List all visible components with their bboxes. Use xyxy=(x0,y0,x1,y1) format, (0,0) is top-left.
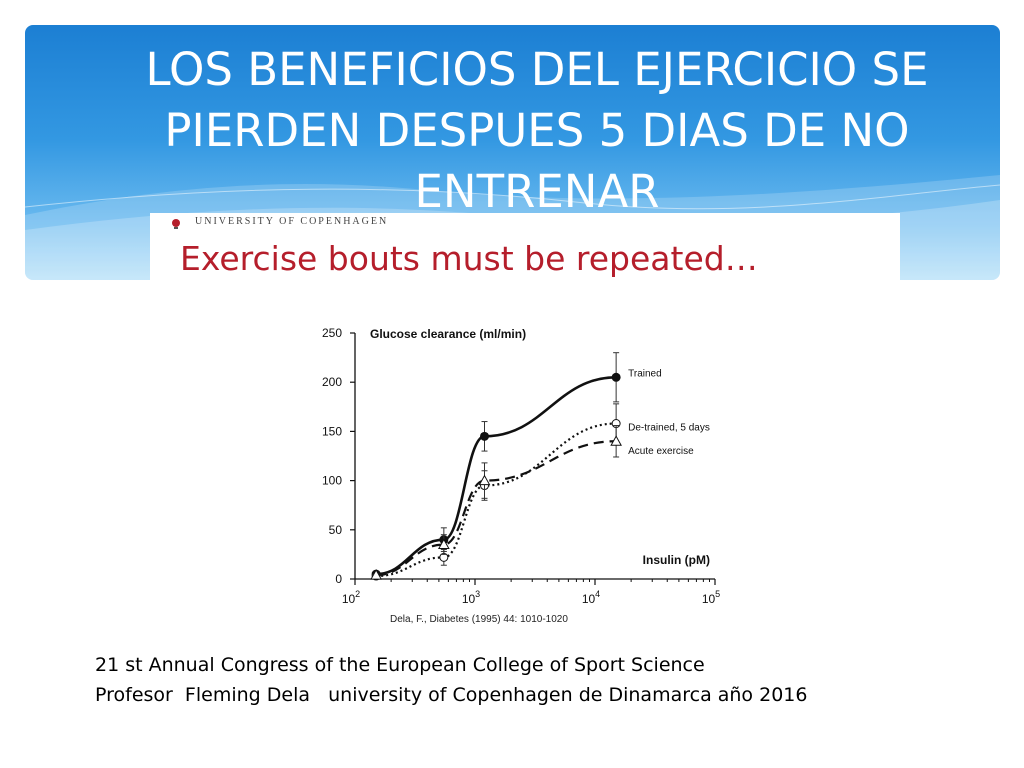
data-point xyxy=(480,431,490,441)
series-label: Trained xyxy=(628,368,662,379)
data-point xyxy=(370,569,382,580)
figure-panel: UNIVERSITY OF COPENHAGEN Exercise bouts … xyxy=(150,213,900,640)
x-tick-label: 104 xyxy=(582,589,600,606)
y-tick-label: 50 xyxy=(329,523,343,537)
series-line xyxy=(376,440,617,577)
slide-title: LOS BENEFICIOS DEL EJERCICIO SE PIERDEN … xyxy=(145,43,929,218)
data-point xyxy=(610,435,622,446)
y-tick-label: 100 xyxy=(322,474,342,488)
university-seal-icon xyxy=(172,219,180,229)
series-line xyxy=(376,375,617,576)
figure-heading: Exercise bouts must be repeated… xyxy=(180,239,758,278)
chart: 0 50 100 150 200 250 102 103 104 105 Glucose clear… xyxy=(322,326,720,625)
y-tick-label: 150 xyxy=(322,424,342,438)
series-label: Acute exercise xyxy=(628,446,694,457)
credit-line-professor: Profesor Fleming Dela university of Cope… xyxy=(95,684,808,706)
y-tick-label: 0 xyxy=(335,572,342,586)
y-tick-label: 250 xyxy=(322,326,342,340)
credit-line-congress: 21 st Annual Congress of the European Co… xyxy=(95,654,705,676)
x-tick-label: 102 xyxy=(342,589,360,606)
data-point xyxy=(611,372,621,382)
x-axis-title: Insulin (pM) xyxy=(643,553,710,567)
chart-citation: Dela, F., Diabetes (1995) 44: 1010-1020 xyxy=(390,614,568,625)
y-axis-title: Glucose clearance (ml/min) xyxy=(370,327,526,341)
x-tick-label: 103 xyxy=(462,589,480,606)
x-tick-label: 105 xyxy=(702,589,720,606)
credits: 21 st Annual Congress of the European Co… xyxy=(95,650,995,710)
series-line xyxy=(376,422,617,578)
data-point xyxy=(437,538,450,550)
data-point xyxy=(478,474,491,486)
y-tick-label: 200 xyxy=(322,375,342,389)
university-name: UNIVERSITY OF COPENHAGEN xyxy=(195,216,389,227)
series-label: De-trained, 5 days xyxy=(628,422,710,433)
